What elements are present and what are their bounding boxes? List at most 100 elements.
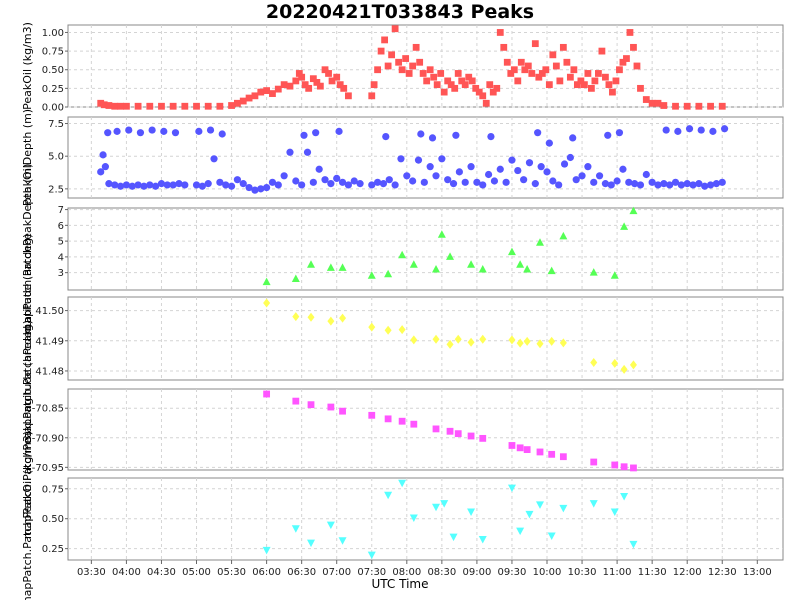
data-point [500,43,508,51]
data-point [398,479,407,488]
data-point [417,130,425,138]
data-point [610,271,619,279]
data-point [384,269,393,278]
y-tick-label: 1.00 [42,28,64,39]
data-point [239,97,247,105]
data-point [291,525,300,533]
data-point [547,266,556,275]
y-tick-label: -70.85 [32,404,64,415]
data-point [412,43,420,51]
data-point [300,131,308,139]
data-point [292,397,300,405]
data-point [516,527,525,536]
data-point [637,84,644,92]
data-point [292,177,300,185]
data-point [263,298,271,308]
data-point [395,58,403,66]
data-point [344,92,352,100]
data-point [335,127,343,135]
data-point [269,90,276,97]
data-point [216,102,224,110]
data-point [410,420,418,428]
x-tick-label: 06:30 [287,567,316,578]
data-point [307,312,315,322]
data-point [706,181,715,189]
data-point [292,312,300,322]
data-point [338,178,347,186]
data-point [377,47,385,55]
x-tick-label: 03:30 [77,567,106,578]
data-point [193,102,200,110]
data-point [181,102,189,110]
data-point [589,500,598,508]
data-point [636,181,645,189]
data-point [580,81,588,89]
plot-area [67,296,784,381]
data-point [672,102,679,110]
data-point [111,102,119,110]
data-point [426,66,434,74]
data-point [609,88,616,96]
data-point [648,99,656,107]
data-point [339,313,347,323]
data-point [523,336,531,346]
data-point [384,325,392,335]
data-point [301,81,309,89]
data-point [535,501,544,509]
data-point [595,70,602,77]
data-point [148,126,156,134]
data-point [409,177,417,185]
data-point [630,43,637,51]
y-tick-label: 3 [58,268,64,279]
chart-panel-4: 41.48 41.49 41.50mapPatch.PatchPeakLatitud… [21,234,784,443]
data-point [548,336,556,346]
data-point [298,73,306,81]
data-point [233,176,242,184]
data-point [257,185,265,193]
data-point [507,70,515,77]
data-point [525,159,534,167]
data-point [660,102,668,109]
data-point [440,500,449,508]
data-point [626,29,634,36]
data-point [97,99,105,107]
data-point [292,77,300,85]
data-point [274,181,282,189]
data-point [333,174,341,183]
data-point [631,180,639,188]
data-point [707,102,714,110]
data-point [479,334,487,344]
data-point [356,180,364,188]
data-point [160,127,168,135]
data-point [589,268,598,276]
data-point [482,99,490,107]
data-point [99,151,107,159]
data-point [496,165,504,173]
data-point [368,92,376,100]
data-point [718,178,726,186]
data-point [604,131,612,139]
data-point [432,265,441,273]
data-point [547,532,556,540]
data-point [484,170,493,179]
y-tick-label: 0.25 [42,84,64,95]
data-point [451,84,459,92]
data-point [152,182,160,190]
chart-panel-3: 3 4 5 6 7 mapPatch.PatchPeakDepth (m) [21,164,784,334]
data-point [338,537,347,545]
data-point [206,126,215,134]
data-point [654,181,662,189]
data-point [391,181,399,189]
data-point [685,125,694,133]
data-point [397,155,405,163]
data-point [122,181,131,189]
data-point [570,66,578,74]
data-point [307,401,315,409]
y-tick-label: 5 [58,237,64,248]
data-point [611,461,619,469]
data-point [321,176,329,184]
data-point [100,101,108,109]
data-point [479,181,487,189]
data-point [398,417,406,425]
data-point [525,510,534,519]
